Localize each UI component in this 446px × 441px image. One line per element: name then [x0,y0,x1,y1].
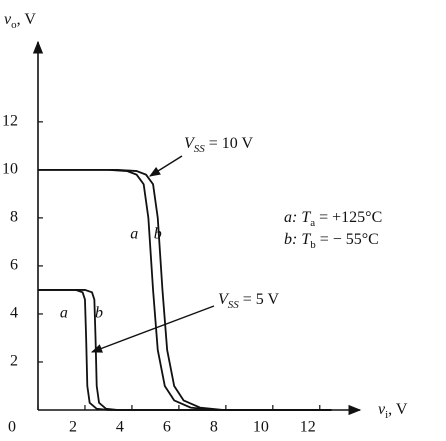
y-tick-label: 2 [10,353,18,370]
x-tick-label: 6 [163,419,171,436]
y-tick-label: 12 [2,113,18,130]
y-tick-label: 10 [2,161,18,178]
annotation: VSS = 5 V [218,291,280,311]
y-tick-label: 6 [10,257,18,274]
curve [38,168,332,411]
x-axis-label: vi, V [378,401,408,421]
curve [38,289,332,411]
y-tick-label: 4 [10,305,18,322]
x-tick-label: 4 [116,419,124,436]
x-tick-label: 10 [253,419,269,436]
arrow [90,305,215,353]
curve-label: a [60,305,68,322]
legend-entry: a: Ta = +125°C [284,209,382,229]
x-tick-label: 8 [210,419,218,436]
annotation: VSS = 10 V [184,135,254,155]
x-tick-label: 0 [8,419,16,436]
y-tick-label: 8 [10,209,18,226]
x-tick-label: 12 [300,419,316,436]
curve-label: b [95,305,103,322]
curve [38,289,332,411]
curve-label: b [154,225,162,242]
arrow [149,155,183,177]
y-axis-label: vo, V [4,11,36,31]
x-tick-label: 2 [69,419,77,436]
legend-entry: b: Tb = − 55°C [284,231,379,251]
curve-label: a [130,225,138,242]
